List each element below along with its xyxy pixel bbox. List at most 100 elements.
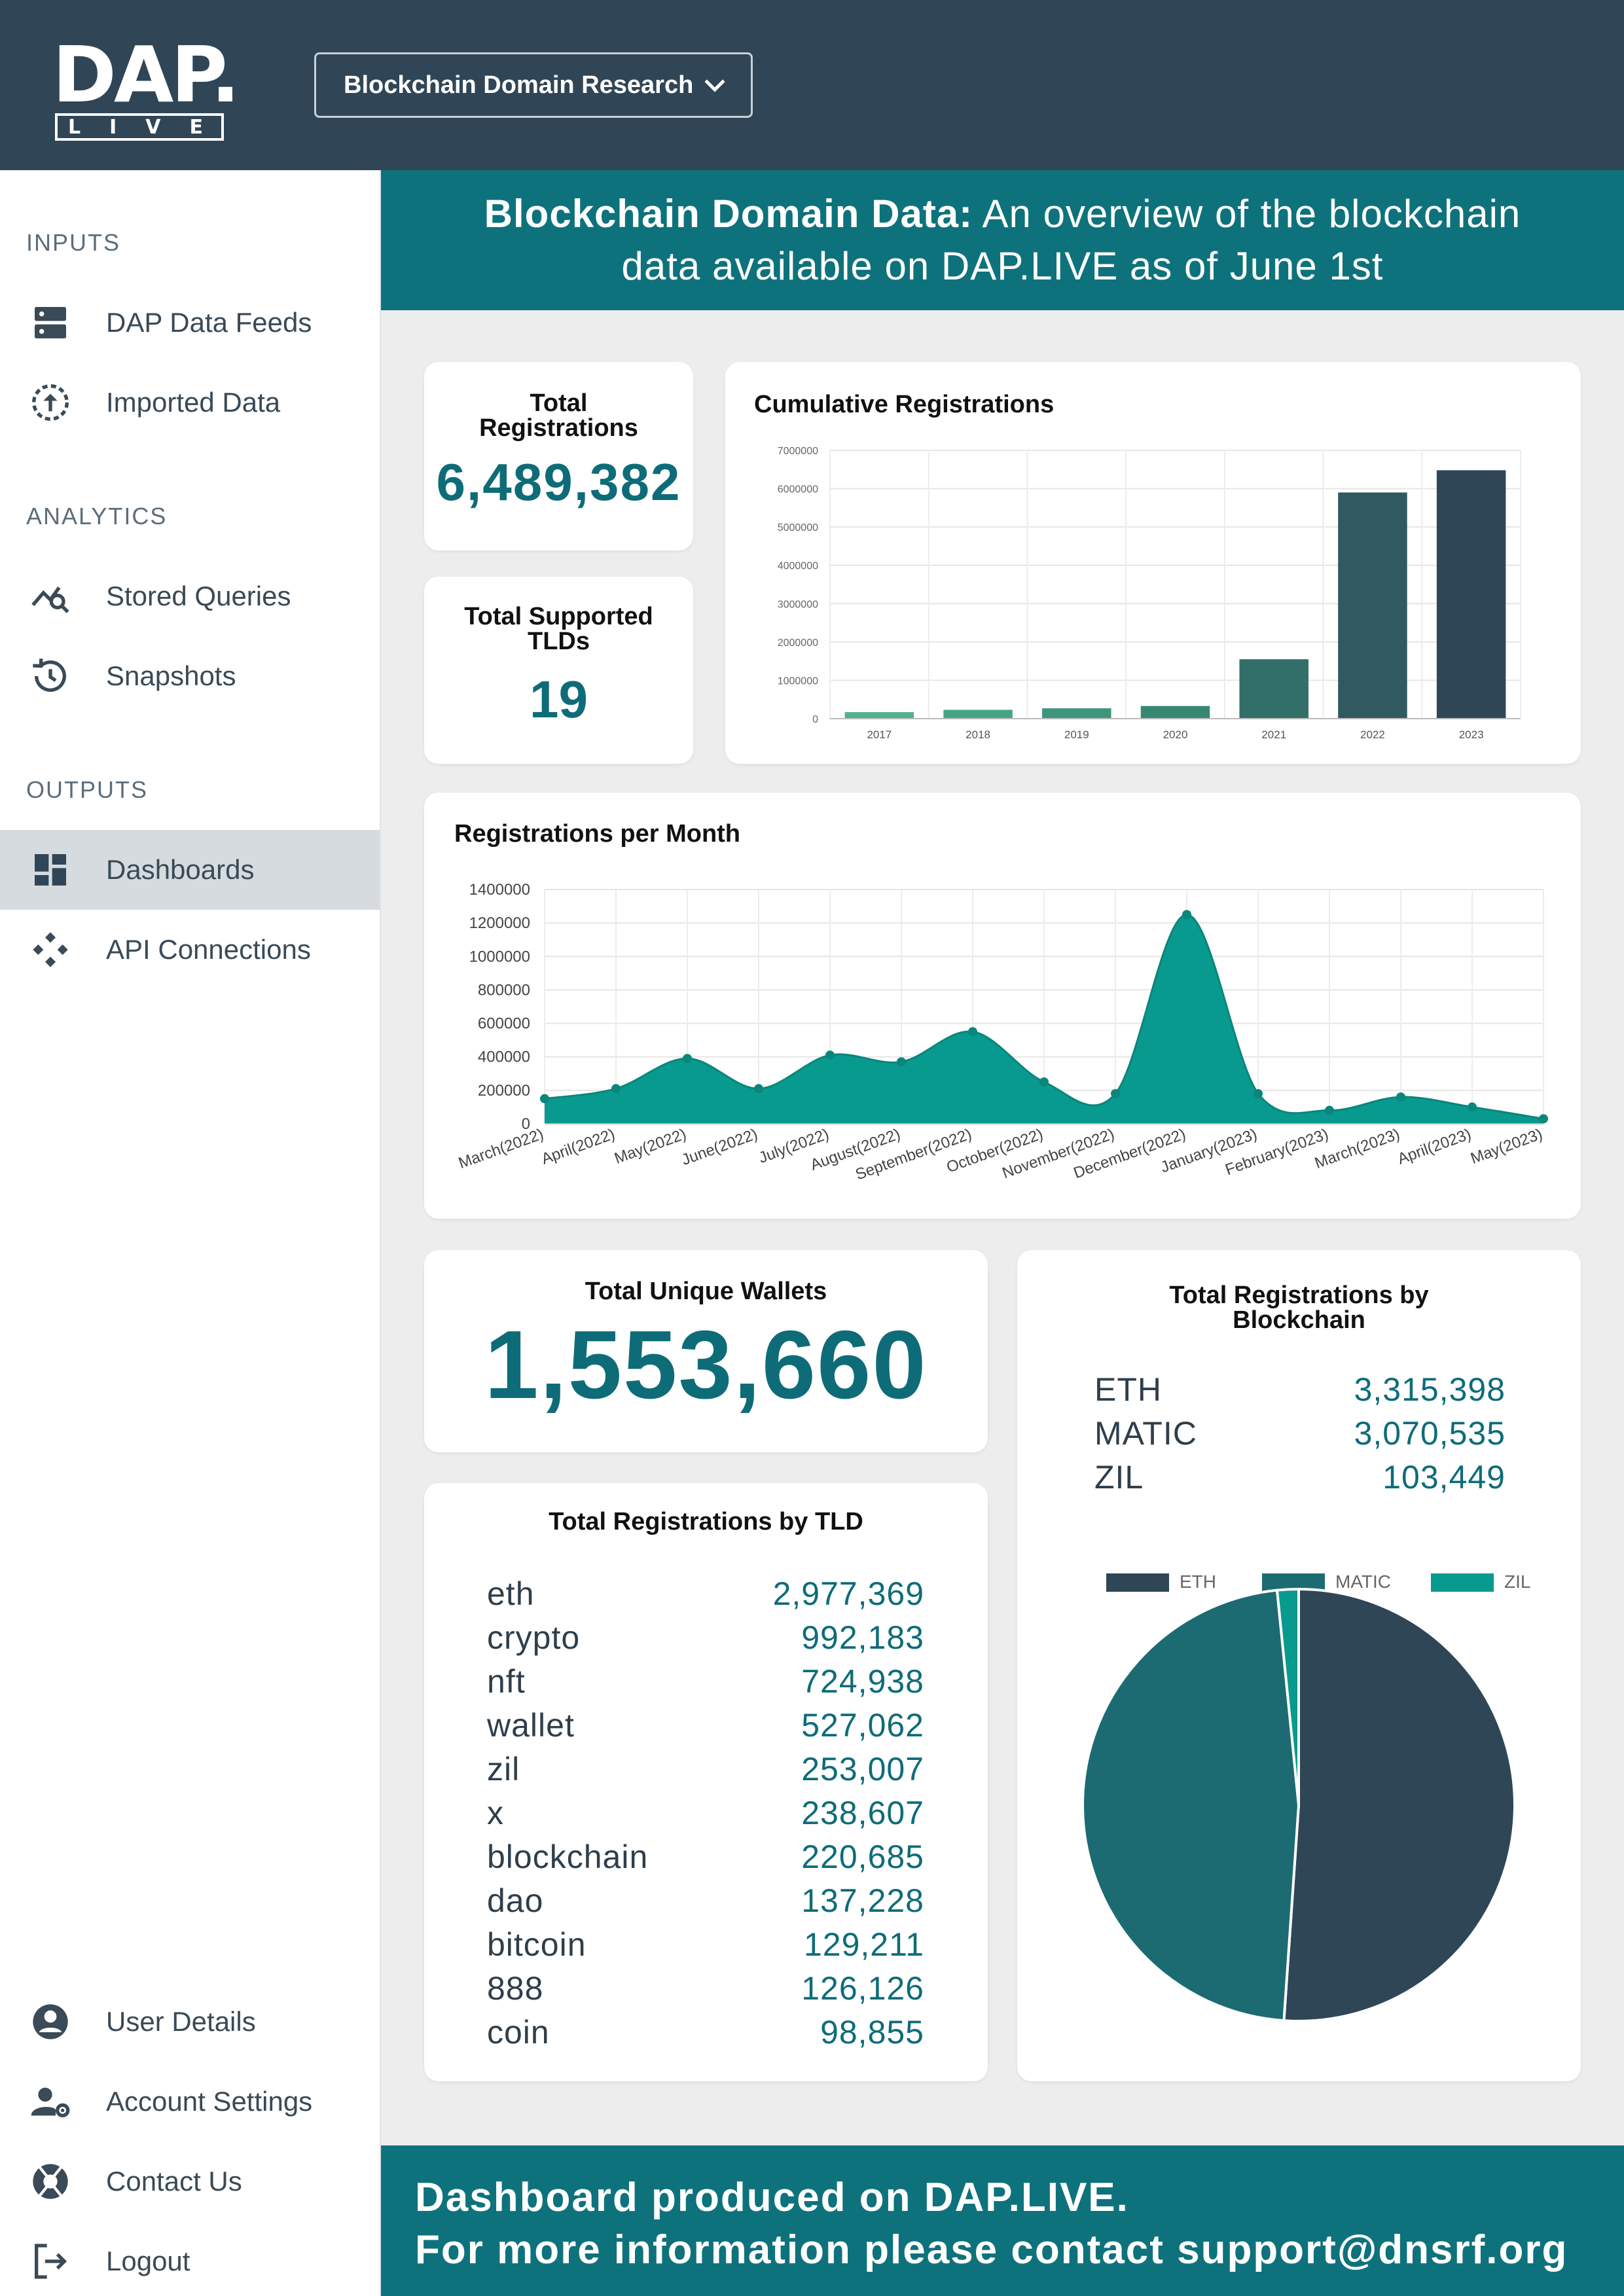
y-tick-label: 2000000 [778,637,818,649]
x-tick-label: March(2022) [456,1125,546,1172]
list-item: ETH 3,315,398 [1094,1368,1506,1412]
dap-live-logo[interactable]: DAP. L I V E [52,36,240,141]
tld-registrations-card: Total Registrations by TLD eth 2,977,369 c… [424,1483,988,2081]
dashboard-title-rest: An overview of the blockchain [973,192,1521,236]
bar-2022 [1338,492,1407,719]
bar-2020 [1140,706,1210,719]
total-tlds-card: Total Supported TLDs 19 [424,577,693,764]
y-tick-label: 1200000 [469,914,530,932]
sidebar-item-stored-queries[interactable]: Stored Queries [0,556,380,636]
bar-2017 [844,712,914,719]
legend-swatch-ZIL [1431,1573,1494,1592]
kpi-value: 19 [530,670,588,728]
y-tick-label: 0 [812,714,818,725]
sidebar-item-api-connections[interactable]: API Connections [0,910,380,990]
bar-2018 [943,709,1013,719]
list-item: dao 137,228 [487,1879,924,1923]
card-title: Total Registrations [479,389,638,442]
sidebar-item-label: Account Settings [106,2086,313,2117]
x-tick-label: May(2022) [612,1125,689,1168]
pie-slice-ZIL [1275,1587,1300,1806]
account-circle-icon [27,1999,73,2045]
data-point-September(2022) [968,1027,977,1037]
sidebar-item-account-settings[interactable]: Account Settings [0,2062,380,2142]
data-point-December(2022) [1182,910,1191,920]
x-tick-label: June(2022) [679,1125,760,1169]
sidebar-item-imported-data[interactable]: Imported Data [0,363,380,442]
data-point-January(2023) [1254,1088,1263,1098]
kpi-value: 6,489,382 [436,453,681,511]
sidebar-item-label: API Connections [106,934,311,965]
logo-wordmark: DAP. [52,29,240,120]
pie-slice-ETH [1282,1587,1516,2022]
list-item-key: zil [487,1751,520,1787]
sidebar-item-label: Snapshots [106,660,236,691]
sidebar-item-label: Imported Data [106,387,281,418]
sidebar-item-snapshots[interactable]: Snapshots [0,636,380,716]
sidebar-item-label: Logout [106,2246,190,2276]
sidebar-item-user-details[interactable]: User Details [0,1982,380,2062]
top-bar: DAP. L I V E Blockchain Domain Research [0,0,1624,170]
chart-title: Registrations per Month [454,820,741,848]
dashboard-footer: Dashboard produced on DAP.LIVE. For more… [381,2145,1624,2296]
unique-wallets-card: Total Unique Wallets 1,553,660 [424,1250,988,1452]
y-tick-label: 800000 [478,981,530,999]
dashboard-icon [27,847,73,893]
list-item-key: x [487,1795,504,1831]
data-point-November(2022) [1111,1088,1120,1098]
sidebar-item-dap-data-feeds[interactable]: DAP Data Feeds [0,283,380,363]
dashboard-title-line1: Blockchain Domain Data: An overview of t… [484,188,1521,240]
list-item-value: 137,228 [801,1882,924,1919]
card-title: Total Registrations by Blockchain [1169,1282,1429,1334]
x-tick-label: 2021 [1261,728,1286,741]
registrations-per-month-card: Registrations per Month 0 200000 400000 600… [424,793,1581,1219]
dashboard-title-bold: Blockchain Domain Data: [484,192,973,236]
sidebar-item-label: User Details [106,2006,256,2037]
manage-accounts-icon [27,2079,73,2125]
section-label-inputs: INPUTS [26,229,121,256]
kpi-value: 1,553,660 [484,1311,928,1419]
x-tick-label: 2019 [1064,728,1089,741]
data-point-March(2022) [540,1094,549,1103]
x-tick-label: 2018 [965,728,990,741]
sidebar-item-contact-us[interactable]: Contact Us [0,2142,380,2221]
list-item: crypto 992,183 [487,1616,924,1660]
total-registrations-card: Total Registrations 6,489,382 [424,362,693,550]
project-select-dropdown[interactable]: Blockchain Domain Research [314,52,753,118]
data-point-October(2022) [1039,1077,1049,1087]
dashboard-header: Blockchain Domain Data: An overview of t… [381,170,1624,310]
project-select-label: Blockchain Domain Research [344,71,694,99]
data-point-May(2023) [1539,1114,1548,1124]
list-item: MATIC 3,070,535 [1094,1412,1506,1456]
list-item-key: crypto [487,1619,581,1656]
list-item: nft 724,938 [487,1660,924,1704]
y-tick-label: 1000000 [469,948,530,965]
sidebar-item-dashboards[interactable]: Dashboards [0,830,380,910]
sidebar-item-label: DAP Data Feeds [106,307,312,338]
blockchain-pie-chart: ETH MATIC ZIL [1081,1571,1530,2022]
list-item-key: nft [487,1663,526,1700]
data-point-August(2022) [897,1057,906,1067]
list-item-key: coin [487,2014,550,2051]
y-tick-label: 1400000 [469,881,530,899]
x-tick-label: April(2023) [1396,1125,1474,1168]
list-item: bitcoin 129,211 [487,1923,924,1967]
y-tick-label: 600000 [478,1015,530,1033]
y-tick-label: 0 [522,1115,530,1133]
list-item-value: 992,183 [801,1619,924,1656]
x-tick-label: 2022 [1360,728,1385,741]
cumulative-registrations-card: Cumulative Registrations 0 1000000 2000000… [725,362,1581,764]
sidebar-item-logout[interactable]: Logout [0,2221,380,2296]
data-point-February(2023) [1325,1105,1334,1115]
list-item: zil 253,007 [487,1748,924,1791]
section-label-analytics: ANALYTICS [26,503,168,529]
legend-label-ZIL: ZIL [1504,1571,1530,1592]
bar-2019 [1042,708,1111,719]
bar-2021 [1239,659,1308,719]
x-tick-label: April(2022) [539,1125,618,1168]
footer-line2: For more information please contact supp… [415,2227,1568,2272]
list-item-value: 253,007 [801,1751,924,1787]
list-item-value: 126,126 [801,1970,924,2007]
card-title: Total Unique Wallets [585,1278,827,1305]
y-tick-label: 1000000 [778,675,818,687]
